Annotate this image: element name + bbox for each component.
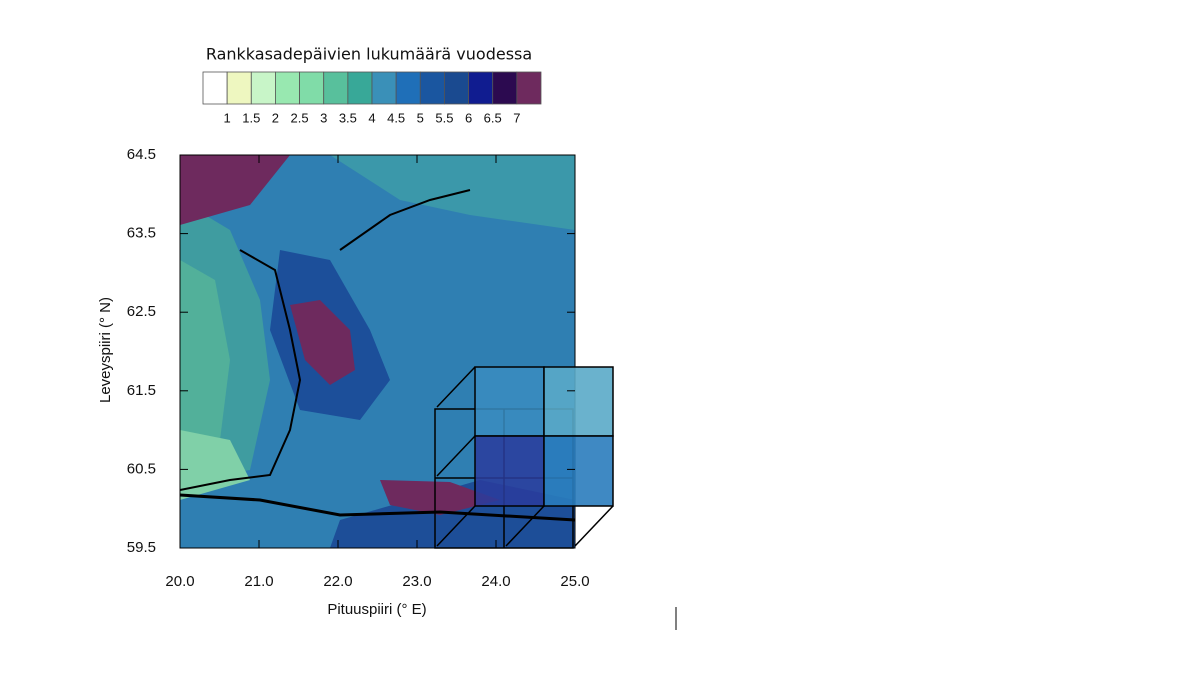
colorbar-label: 2 [272, 110, 279, 125]
grid-cube [434, 366, 614, 549]
colorbar-box [516, 71, 542, 105]
colorbar-box [250, 71, 276, 105]
colorbar-box [275, 71, 300, 105]
x-tick-label: 21.0 [244, 573, 273, 590]
colorbar-label: 4 [368, 110, 375, 125]
y-tick-label: 61.5 [127, 382, 156, 399]
colorbar-box [419, 71, 445, 105]
colorbar-label: 7 [513, 110, 520, 125]
y-axis-label: Leveyspiiri (° N) [97, 297, 114, 403]
colorbar-title: Rankkasadepäivien lukumäärä vuodessa [206, 45, 532, 64]
y-tick-label: 64.5 [127, 146, 156, 163]
x-tick-label: 20.0 [165, 573, 194, 590]
colorbar-label: 3 [320, 110, 327, 125]
x-tick-label: 25.0 [560, 573, 589, 590]
colorbar-box [299, 71, 325, 105]
colorbar-label: 5.5 [435, 110, 453, 125]
colorbar-box [444, 71, 469, 105]
y-tick-label: 62.5 [127, 303, 156, 320]
colorbar-label: 1 [224, 110, 231, 125]
y-tick-label: 60.5 [127, 460, 156, 477]
x-axis-label: Pituuspiiri (° E) [327, 601, 426, 618]
colorbar-label: 4.5 [387, 110, 405, 125]
colorbar-box [202, 71, 228, 105]
colorbar-box [395, 71, 421, 105]
colorbar-box [468, 71, 494, 105]
colorbar: 1 1.5 2 2.5 3 3.5 4 4.5 5 5.5 6 6.5 7 [202, 71, 542, 125]
colorbar-label: 1.5 [242, 110, 260, 125]
colorbar-box [226, 71, 252, 105]
y-tick-label: 63.5 [127, 225, 156, 242]
colorbar-label: 3.5 [339, 110, 357, 125]
colorbar-box [371, 71, 397, 105]
x-tick-label: 23.0 [402, 573, 431, 590]
colorbar-box [347, 71, 373, 105]
colorbar-label: 5 [417, 110, 424, 125]
y-tick-label: 59.5 [127, 539, 156, 556]
colorbar-box [492, 71, 518, 105]
x-tick-label: 22.0 [323, 573, 352, 590]
colorbar-label: 2.5 [291, 110, 309, 125]
x-tick-label: 24.0 [481, 573, 510, 590]
plot-frame [179, 154, 576, 549]
colorbar-label: 6.5 [484, 110, 502, 125]
colorbar-box [323, 71, 349, 105]
colorbar-label: 6 [465, 110, 472, 125]
